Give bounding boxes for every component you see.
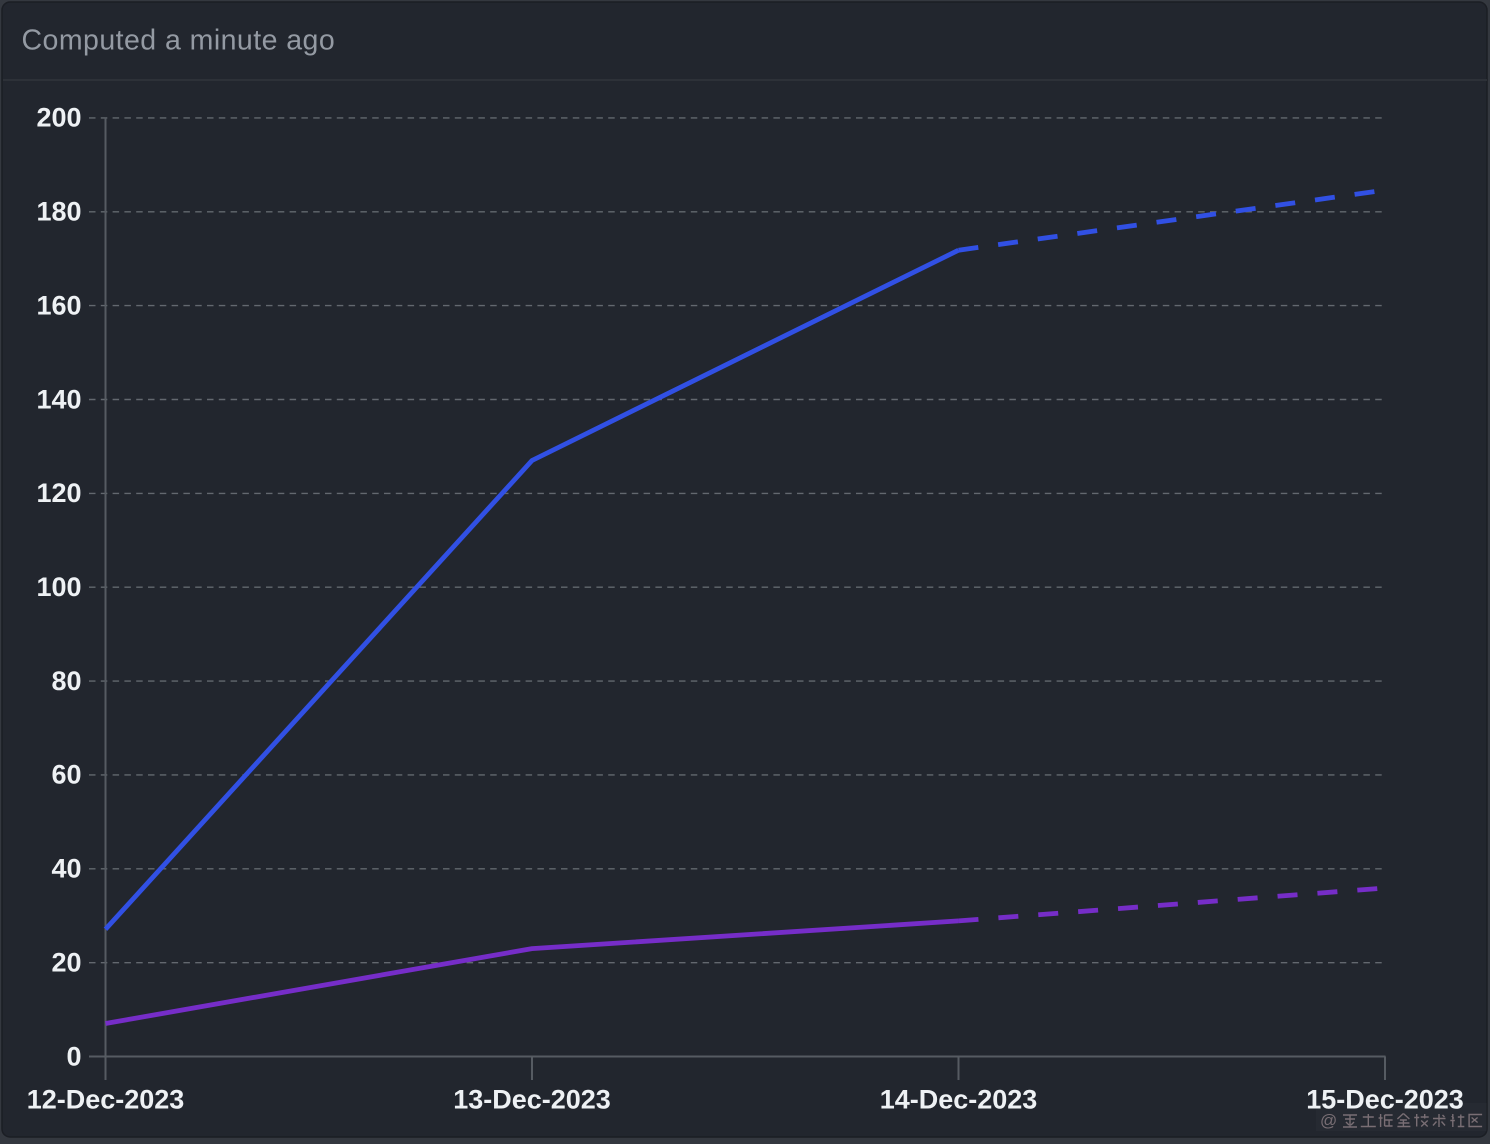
svg-text:80: 80 — [51, 666, 81, 696]
svg-text:140: 140 — [36, 384, 81, 414]
svg-text:40: 40 — [51, 854, 81, 884]
svg-text:Computed a minute ago: Computed a minute ago — [22, 25, 336, 57]
svg-text:60: 60 — [51, 760, 81, 790]
svg-text:20: 20 — [51, 948, 81, 978]
svg-text:160: 160 — [36, 290, 81, 320]
svg-text:100: 100 — [36, 572, 81, 602]
svg-text:@: @ — [1320, 1111, 1337, 1130]
svg-text:200: 200 — [36, 103, 81, 133]
svg-text:120: 120 — [36, 478, 81, 508]
svg-text:15-Dec-2023: 15-Dec-2023 — [1306, 1085, 1464, 1115]
svg-text:13-Dec-2023: 13-Dec-2023 — [453, 1085, 611, 1115]
svg-text:12-Dec-2023: 12-Dec-2023 — [27, 1085, 185, 1115]
svg-text:0: 0 — [66, 1041, 81, 1071]
svg-text:14-Dec-2023: 14-Dec-2023 — [880, 1085, 1038, 1115]
svg-text:180: 180 — [36, 197, 81, 227]
